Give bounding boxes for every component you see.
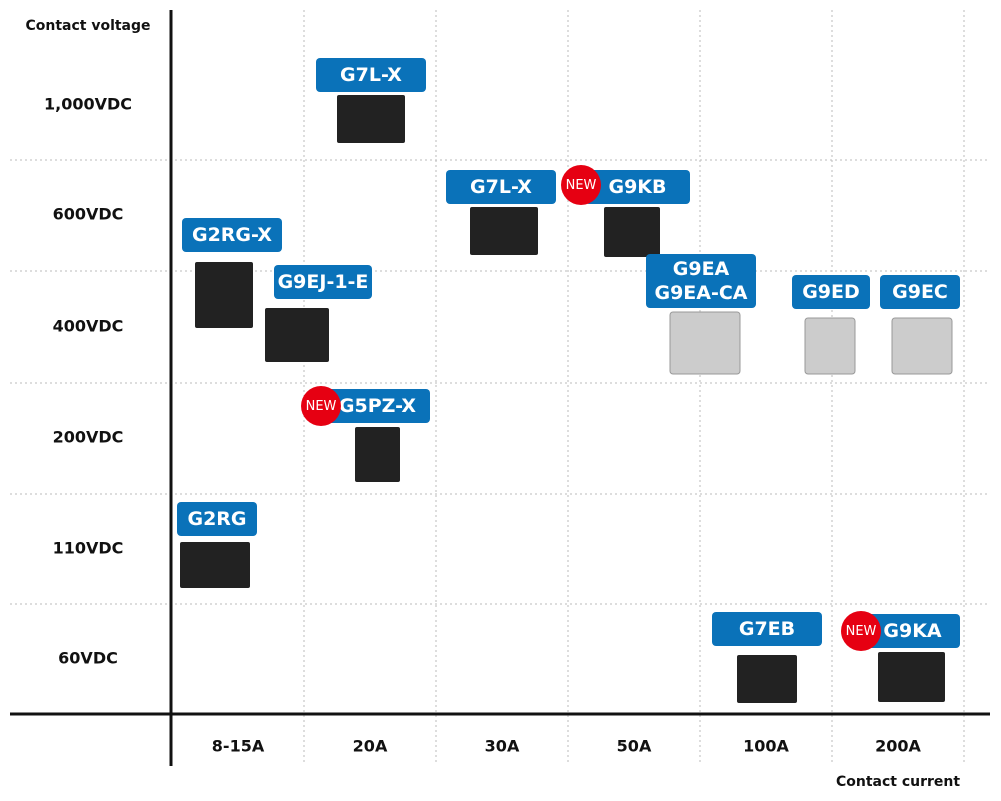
column-label: 200A	[875, 736, 921, 756]
product-label-line: G9EA-CA	[654, 282, 748, 304]
product-label: G2RG-X	[182, 218, 282, 252]
product-label: G5PZ-X	[325, 389, 430, 423]
column-label: 30A	[484, 736, 520, 756]
product-label: G9EJ-1-E	[274, 265, 372, 299]
new-badge: NEW	[561, 165, 601, 205]
y-axis-title: Contact voltage	[25, 18, 151, 34]
column-label: 50A	[616, 736, 652, 756]
product-label: G7L-X	[446, 170, 556, 204]
product-label: G9EA G9EA-CA	[646, 254, 756, 308]
product-label: G9KB	[585, 170, 690, 204]
new-badge: NEW	[301, 386, 341, 426]
product-label: G9EC	[880, 275, 960, 309]
column-label: 8-15A	[211, 736, 265, 756]
product-label-line: G9EA	[672, 258, 730, 280]
row-label: 110VDC	[52, 538, 124, 558]
row-label: 60VDC	[58, 648, 118, 668]
product-label: G9KA	[865, 614, 960, 648]
row-label: 1,000VDC	[43, 94, 133, 114]
row-label: 600VDC	[52, 204, 124, 224]
product-label: G7EB	[712, 612, 822, 646]
row-label: 200VDC	[52, 427, 124, 447]
product-label: G7L-X	[316, 58, 426, 92]
product-label: G9ED	[792, 275, 870, 309]
row-label: 400VDC	[52, 316, 124, 336]
product-label: G2RG	[177, 502, 257, 536]
new-badge: NEW	[841, 611, 881, 651]
column-label: 20A	[352, 736, 388, 756]
x-axis-title: Contact current	[835, 774, 961, 790]
column-label: 100A	[743, 736, 789, 756]
